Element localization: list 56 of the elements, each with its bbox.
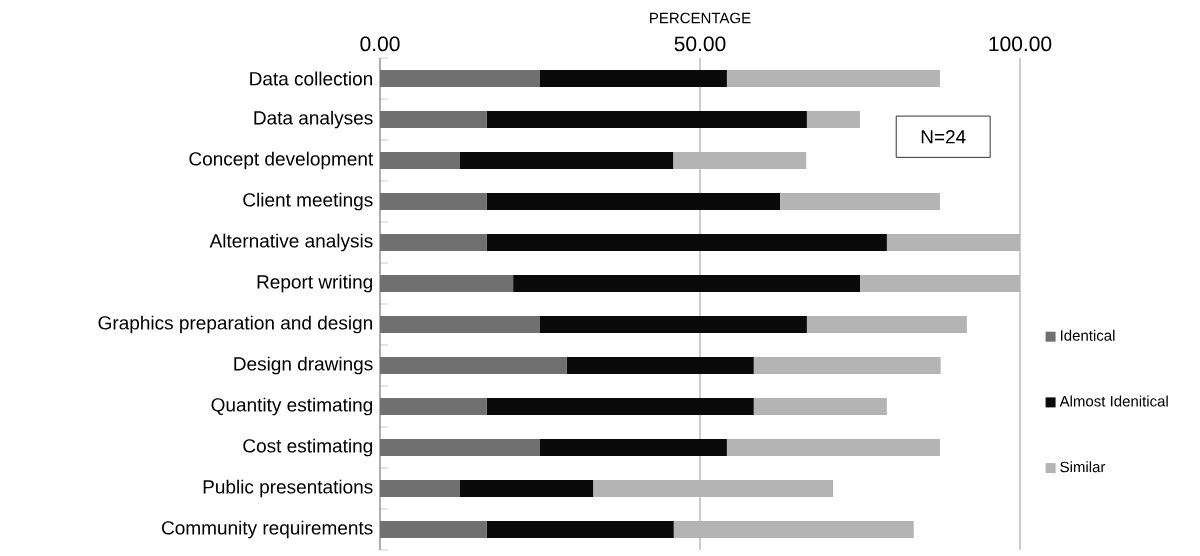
x-tick-label: 50.00 [674,36,726,52]
y-tick-label: Cost estimating [243,438,373,457]
bar [380,438,540,456]
bar [673,151,807,169]
bar [806,111,860,128]
bar [540,438,727,456]
bar [726,438,940,456]
bar [380,315,540,333]
bar [780,193,940,210]
y-tick-label: Quantity estimating [211,397,373,416]
bar [380,397,487,415]
x-tick-label: 100.00 [989,36,1052,52]
y-tick-label: Report writing [257,274,373,293]
y-tick-label: Data collection [250,71,373,86]
y-tick-label: Graphics preparation and design [98,315,372,334]
bar [380,193,487,210]
bar [380,275,514,292]
bar [566,357,754,374]
legend-label: Similar [1060,461,1106,473]
y-tick-label: Community requirements [162,520,373,539]
bar [380,70,540,87]
bar [460,479,594,497]
bar [753,357,941,374]
bar [806,315,967,333]
bar [486,520,674,538]
y-tick-label: Alternative analysis [209,233,373,252]
bar [380,520,487,538]
bar [380,479,460,497]
bar [460,151,674,169]
y-tick-label: Concept development [189,151,374,170]
legend-label: Identical [1060,329,1115,341]
bar [540,70,727,87]
y-tick-label: Data analyses [254,110,373,129]
bar [486,111,807,128]
bar [593,479,834,497]
bar [673,520,914,538]
bar [726,70,940,87]
y-tick-label: Public presentations [203,479,373,498]
bar [540,315,807,333]
legend-label: Almost Idenitical [1059,395,1168,407]
bar [486,397,754,415]
y-tick-label: Design drawings [234,356,373,375]
bar [753,397,887,415]
bar [380,233,487,251]
bar [380,357,567,374]
bar [486,233,887,251]
bar [859,275,1020,292]
bar [886,233,1020,251]
annotation: N=24 [921,130,966,144]
y-tick-label: Client meetings [243,192,373,211]
bar [486,193,780,210]
x-tick-label: 0.00 [360,36,400,52]
bar [380,151,460,169]
bar [380,111,487,128]
bar [513,275,860,292]
x-axis-title: PERCENTAGE [650,12,751,24]
